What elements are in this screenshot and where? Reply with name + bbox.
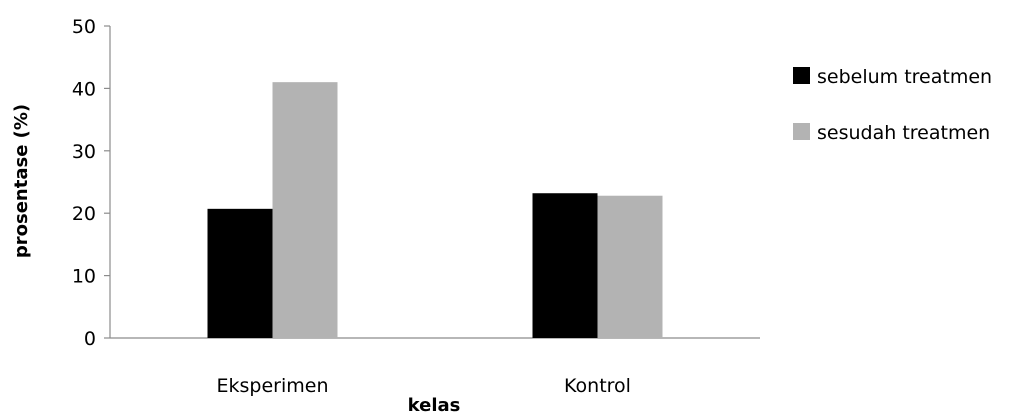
x-tick-labels: Eksperimen Kontrol (217, 375, 631, 397)
y-axis: 0 10 20 30 40 50 (72, 16, 111, 350)
bar-eksperimen-sesudah (272, 82, 338, 338)
bar-eksperimen-sebelum (207, 208, 273, 338)
x-axis-title: kelas (408, 395, 461, 415)
legend-swatch (793, 123, 810, 140)
x-tick-label: Kontrol (564, 375, 631, 397)
bar-kontrol-sesudah (597, 195, 663, 338)
legend-swatch (793, 67, 810, 84)
y-axis-title: prosentase (%) (11, 104, 32, 258)
legend: sebelum treatmen sesudah treatmen (793, 66, 992, 144)
y-tick-label: 30 (72, 141, 96, 163)
bar-kontrol-sebelum (532, 193, 598, 338)
x-tick-label: Eksperimen (217, 375, 329, 397)
legend-label: sebelum treatmen (817, 66, 992, 88)
y-tick-label: 10 (72, 266, 96, 288)
legend-label: sesudah treatmen (817, 122, 990, 144)
y-tick-label: 40 (72, 78, 96, 100)
y-tick-label: 20 (72, 203, 96, 225)
y-tick-label: 50 (72, 16, 96, 38)
bars (207, 82, 663, 338)
y-tick-label: 0 (84, 328, 96, 350)
